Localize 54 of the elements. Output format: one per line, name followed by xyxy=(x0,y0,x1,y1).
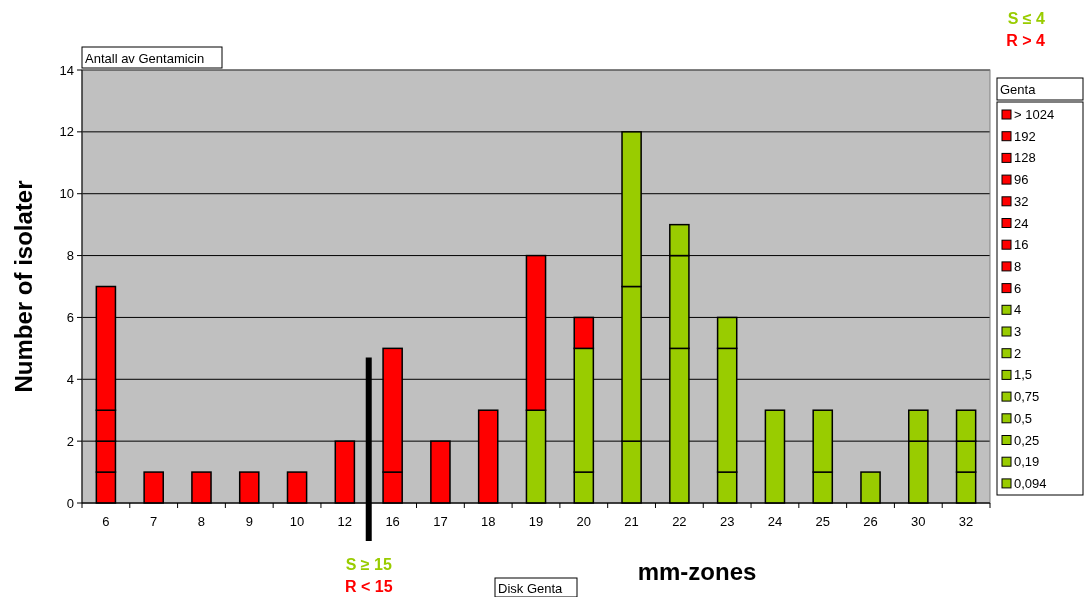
legend-label: 0,25 xyxy=(1014,432,1040,448)
legend-label: 8 xyxy=(1014,258,1022,274)
text: S ≥ 15 xyxy=(345,556,392,573)
x-tick-label: 21 xyxy=(624,514,639,529)
x-tick-label: 26 xyxy=(863,514,878,529)
text: Disk Genta xyxy=(498,581,564,596)
y-tick-label: 12 xyxy=(59,124,74,140)
x-tick-label: 24 xyxy=(767,514,783,529)
x-tick-label: 16 xyxy=(385,514,400,529)
x-tick-label: 9 xyxy=(245,514,253,529)
x-tick-label: 8 xyxy=(197,514,206,529)
legend-label: 0,75 xyxy=(1014,389,1040,405)
legend-title: Genta xyxy=(1000,82,1037,97)
x-tick-label: 17 xyxy=(433,514,448,529)
y-tick-label: 14 xyxy=(59,62,74,78)
legend-label: 24 xyxy=(1014,215,1029,231)
x-tick-label: 18 xyxy=(480,514,496,529)
y-tick-label: 8 xyxy=(66,248,74,264)
x-tick-label: 22 xyxy=(672,514,687,529)
legend-label: 16 xyxy=(1014,237,1029,253)
legend-label: 0,094 xyxy=(1014,475,1047,491)
y-tick-label: 6 xyxy=(66,309,74,325)
legend-label: > 1024 xyxy=(1014,107,1055,122)
text: R > 4 xyxy=(1006,32,1046,49)
chart-title: Antall av Gentamicin xyxy=(85,51,205,66)
legend-label: 6 xyxy=(1014,280,1022,296)
x-tick-label: 12 xyxy=(337,514,353,529)
legend-label: 4 xyxy=(1014,302,1022,318)
legend-label: 128 xyxy=(1014,150,1036,166)
y-tick-label: 10 xyxy=(59,186,74,202)
y-tick-label: 4 xyxy=(66,371,74,387)
text: S ≤ 4 xyxy=(1007,10,1046,27)
y-tick-label: 0 xyxy=(66,495,74,511)
legend-label: 3 xyxy=(1014,324,1022,339)
legend-label: 96 xyxy=(1014,172,1029,188)
x-tick-label: 30 xyxy=(911,514,926,529)
legend-label: 1,5 xyxy=(1014,367,1033,383)
legend-label: 0,5 xyxy=(1014,410,1033,426)
x-tick-label: 7 xyxy=(150,514,158,529)
text: R < 15 xyxy=(344,578,393,595)
x-tick-label: 23 xyxy=(719,514,735,529)
x-tick-label: 6 xyxy=(102,514,110,529)
x-tick-label: 25 xyxy=(815,514,830,529)
legend-label: 2 xyxy=(1014,345,1022,361)
x-tick-label: 19 xyxy=(528,514,544,529)
legend-label: 32 xyxy=(1014,193,1029,209)
x-tick-label: 32 xyxy=(958,514,974,529)
y-tick-label: 2 xyxy=(66,433,74,449)
x-axis-title: mm-zones xyxy=(637,558,757,585)
legend-label: 192 xyxy=(1014,128,1036,144)
legend-label: 0,19 xyxy=(1014,454,1040,470)
y-axis-title: Number of isolater xyxy=(10,180,37,393)
x-tick-label: 10 xyxy=(289,514,305,529)
x-tick-label: 20 xyxy=(576,514,592,529)
